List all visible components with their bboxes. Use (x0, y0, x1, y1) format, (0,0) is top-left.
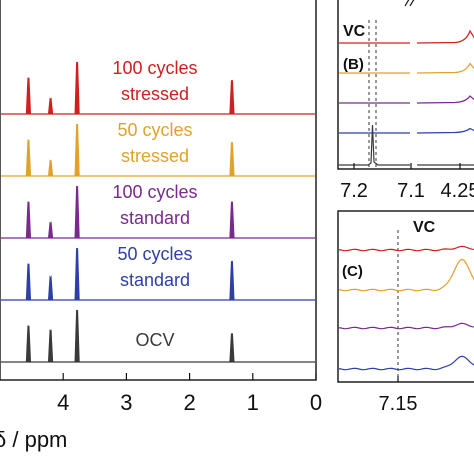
panel-b-label: (B) (343, 56, 364, 73)
series-peak (25, 263, 32, 301)
x-tick-label: 3 (120, 390, 132, 415)
series-peak (74, 309, 80, 363)
panel-a-frame (0, 0, 317, 381)
series-peak (25, 325, 32, 363)
x-tick-label: 0 (310, 390, 322, 415)
series-50-cycles-stressed: 50 cycles stressed (1, 120, 315, 177)
x-tick-label: 4.25 (441, 180, 474, 202)
x-tick-label: 2 (183, 390, 195, 415)
panel-b-trace (339, 124, 474, 166)
series-peak (25, 201, 32, 239)
panel-b-trace (339, 127, 474, 134)
series-peak (74, 247, 80, 301)
series-label: 100 cycles (112, 182, 197, 202)
panel-b-spectra (339, 0, 474, 169)
x-tick-label: 7.2 (340, 180, 368, 202)
panel-c-trace (338, 245, 474, 252)
panel-b-trace (339, 29, 474, 44)
panel-a-x-axis-label: δ / ppm (0, 427, 67, 452)
series-peak (47, 329, 54, 363)
panel-c-ticks: 7.15 (379, 376, 418, 415)
x-tick-label: 7.1 (397, 180, 425, 202)
series-peak (47, 159, 54, 177)
series-100-cycles-stressed: 100 cycles stressed (1, 58, 315, 115)
panel-b-trace (339, 95, 474, 104)
x-tick-label: 1 (247, 390, 259, 415)
series-label: 50 cycles (117, 120, 192, 140)
series-50-cycles-standard: 50 cycles standard (1, 244, 315, 301)
axis-break-icon (404, 0, 415, 7)
panel-b-frame (337, 0, 474, 170)
series-peak (47, 221, 54, 239)
panel-c-label: (C) (342, 263, 363, 280)
series-peak (229, 260, 235, 301)
panel-a-ticks: 4 3 2 1 0 (57, 373, 322, 415)
panel-b-ticks: 7.2 7.1 4.25 (340, 163, 474, 202)
panel-b: VC (B) 7.2 7.1 4.25 (337, 0, 474, 202)
series-label: standard (120, 270, 190, 290)
series-peak (74, 185, 80, 239)
series-peak (74, 61, 80, 115)
series-peak (229, 201, 235, 239)
series-peak (229, 142, 235, 177)
series-peak (47, 97, 54, 115)
panel-c-trace (338, 355, 474, 371)
x-tick-label: 7.15 (379, 393, 418, 415)
series-label: 100 cycles (112, 58, 197, 78)
panel-b-trace (339, 62, 474, 74)
series-peak (229, 333, 235, 363)
x-tick-label: 4 (57, 390, 69, 415)
panel-c: VC (C) 7.15 (337, 210, 474, 415)
series-peak (229, 80, 235, 115)
series-peak (25, 77, 32, 115)
series-peak (74, 123, 80, 177)
series-label: OCV (135, 330, 174, 350)
panel-c-trace (338, 322, 474, 330)
series-label: stressed (121, 146, 189, 166)
series-label: stressed (121, 84, 189, 104)
series-peak (47, 275, 54, 301)
series-label: standard (120, 208, 190, 228)
series-ocv: OCV (1, 309, 315, 363)
series-100-cycles-standard: 100 cycles standard (1, 182, 315, 239)
panel-c-trace (338, 258, 474, 292)
series-label: 50 cycles (117, 244, 192, 264)
panel-c-frame (337, 210, 474, 383)
panel-c-vc-annotation: VC (413, 219, 436, 236)
panel-b-vc-annotation: VC (343, 23, 366, 40)
panel-c-spectra (338, 230, 474, 382)
series-peak (25, 139, 32, 177)
